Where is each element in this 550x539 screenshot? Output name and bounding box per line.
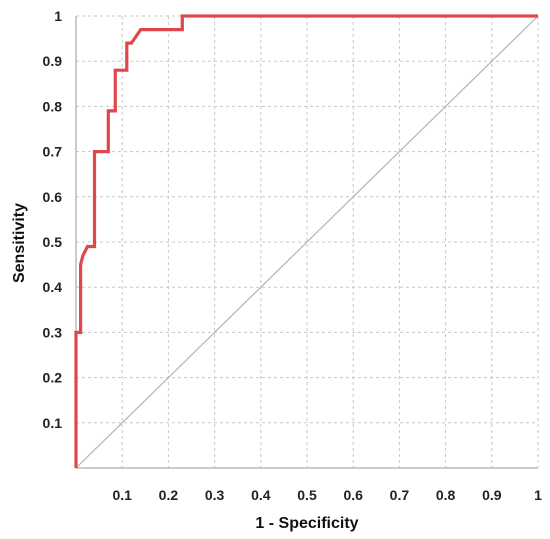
x-tick-label: 0.9 bbox=[482, 487, 502, 503]
series bbox=[74, 14, 538, 468]
y-tick-label: 0.5 bbox=[43, 234, 63, 250]
x-tick-label: 0.5 bbox=[297, 487, 317, 503]
x-tick-label: 0.4 bbox=[251, 487, 271, 503]
x-tick-label: 0.3 bbox=[205, 487, 225, 503]
x-tick-label: 0.8 bbox=[436, 487, 456, 503]
y-axis-title: Sensitivity bbox=[11, 203, 28, 283]
y-tick-label: 0.8 bbox=[43, 98, 63, 114]
x-tick-label: 1 bbox=[534, 487, 542, 503]
y-tick-label: 0.1 bbox=[43, 415, 63, 431]
x-tick-label: 0.7 bbox=[390, 487, 410, 503]
grid bbox=[75, 15, 539, 469]
y-tick-label: 0.7 bbox=[43, 144, 63, 160]
x-tick-label: 0.2 bbox=[159, 487, 179, 503]
y-tick-label: 0.2 bbox=[43, 370, 63, 386]
x-axis-title: 1 - Specificity bbox=[255, 515, 358, 532]
y-tick-label: 0.4 bbox=[43, 279, 63, 295]
x-tick-label: 0.6 bbox=[343, 487, 363, 503]
y-tick-label: 0.6 bbox=[43, 189, 63, 205]
y-tick-labels: 0.1 0.2 0.3 0.4 0.5 0.6 0.7 0.8 0.9 1 bbox=[43, 8, 63, 431]
y-tick-label: 0.3 bbox=[43, 324, 63, 340]
roc-curve-line bbox=[74, 14, 538, 468]
reference-diagonal-line bbox=[75, 15, 539, 469]
y-tick-label: 1 bbox=[54, 8, 62, 24]
x-tick-labels: 0.1 0.2 0.3 0.4 0.5 0.6 0.7 0.8 0.9 1 bbox=[112, 487, 542, 503]
x-tick-label: 0.1 bbox=[112, 487, 132, 503]
y-tick-label: 0.9 bbox=[43, 53, 63, 69]
